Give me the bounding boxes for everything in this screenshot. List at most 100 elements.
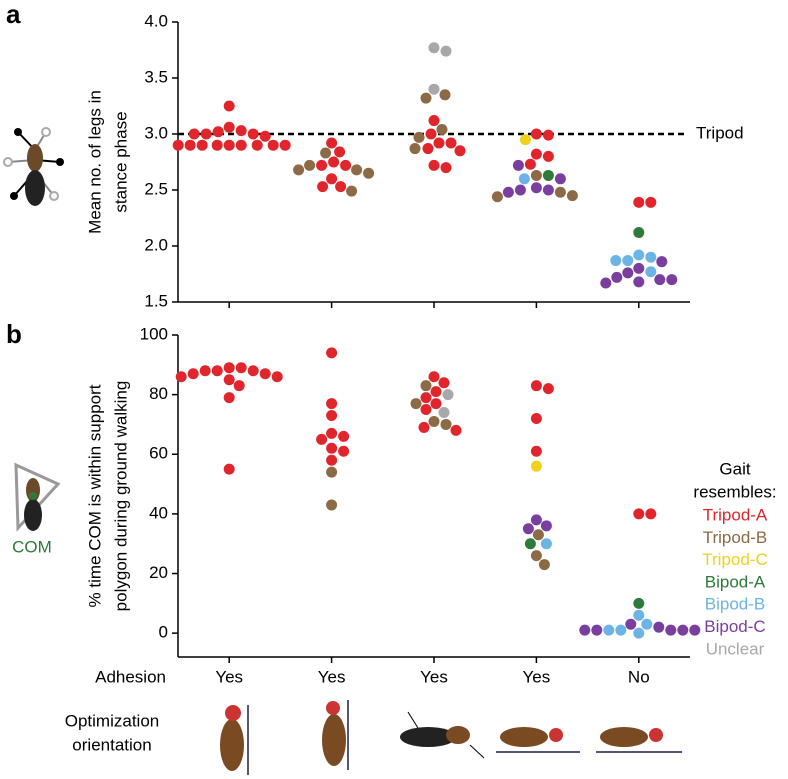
data-point <box>440 418 452 430</box>
data-point <box>530 169 542 181</box>
data-point <box>615 624 627 636</box>
data-point <box>200 128 212 140</box>
data-point <box>420 404 432 416</box>
data-point <box>530 460 542 472</box>
data-point <box>428 159 440 171</box>
data-point <box>439 89 451 101</box>
data-point <box>267 139 279 151</box>
data-point <box>223 121 235 133</box>
data-point <box>645 266 657 278</box>
data-point <box>633 609 645 621</box>
data-point <box>422 143 434 155</box>
data-point <box>519 134 531 146</box>
y-tick-label: 3.0 <box>144 123 168 142</box>
data-point <box>187 368 199 380</box>
data-point <box>641 618 653 630</box>
data-point <box>532 529 544 541</box>
x-tick-label: No <box>628 667 650 686</box>
y-tick-label: 1.5 <box>144 291 168 310</box>
data-point <box>420 380 432 392</box>
data-point <box>656 256 668 268</box>
data-point <box>436 124 448 136</box>
data-point <box>625 618 637 630</box>
data-point <box>677 624 689 636</box>
data-point <box>316 433 328 445</box>
data-point <box>530 412 542 424</box>
fly-icon <box>3 127 64 206</box>
data-point <box>199 365 211 377</box>
reference-label: Tripod <box>696 123 744 142</box>
y-axis-label: polygon during ground walking <box>111 381 130 612</box>
y-tick-label: 2.5 <box>144 179 168 198</box>
data-point <box>622 267 634 279</box>
data-point <box>442 389 454 401</box>
y-axis-label: stance phase <box>111 111 130 212</box>
data-point <box>540 538 552 550</box>
data-point <box>326 466 338 478</box>
data-point <box>235 362 247 374</box>
data-point <box>340 159 352 171</box>
data-point <box>320 147 332 159</box>
data-point <box>235 139 247 151</box>
data-point <box>530 514 542 526</box>
data-point <box>420 392 432 404</box>
data-point <box>665 624 677 636</box>
y-tick-label: 20 <box>149 563 168 582</box>
data-point <box>409 143 421 155</box>
data-point <box>326 442 338 454</box>
data-point <box>542 184 554 196</box>
data-point <box>540 520 552 532</box>
data-point <box>542 129 554 141</box>
data-point <box>438 377 450 389</box>
data-point <box>622 255 634 267</box>
data-point <box>428 371 440 383</box>
data-point <box>633 597 645 609</box>
data-point <box>338 445 350 457</box>
data-point <box>600 277 612 289</box>
data-point <box>430 398 442 410</box>
data-point <box>524 538 536 550</box>
data-point <box>591 624 603 636</box>
data-point <box>512 159 524 171</box>
com-label: COM <box>12 537 52 556</box>
data-point <box>542 383 554 395</box>
data-point <box>542 169 554 181</box>
data-point <box>328 156 340 168</box>
data-point <box>428 83 440 95</box>
data-point <box>530 182 542 194</box>
row-label: orientation <box>72 735 151 754</box>
data-point <box>554 173 566 185</box>
y-tick-label: 60 <box>149 444 168 463</box>
y-tick-label: 2.0 <box>144 235 168 254</box>
data-point <box>428 115 440 127</box>
data-point <box>633 249 645 261</box>
data-point <box>326 410 338 421</box>
data-point <box>223 362 235 374</box>
data-point <box>247 128 259 140</box>
data-point <box>279 139 291 151</box>
data-point <box>666 274 678 286</box>
data-point <box>420 92 432 104</box>
data-point <box>518 173 530 185</box>
data-point <box>689 624 701 636</box>
data-point <box>338 430 350 442</box>
data-point <box>566 190 578 202</box>
data-point <box>538 559 550 571</box>
panel-label: a <box>6 0 21 29</box>
data-point <box>293 164 305 176</box>
data-point <box>235 125 247 137</box>
legend-entry: Tripod-A <box>703 505 768 524</box>
data-point <box>223 139 235 151</box>
legend-entry: Bipod-A <box>705 572 766 591</box>
y-tick-label: 3.5 <box>144 67 168 86</box>
data-point <box>410 398 422 410</box>
data-point <box>654 274 666 286</box>
data-point <box>247 365 259 377</box>
data-point <box>502 186 514 198</box>
data-point <box>491 191 503 203</box>
row-label: Optimization <box>65 711 159 730</box>
data-point <box>554 186 566 198</box>
data-point <box>433 137 445 149</box>
data-point <box>223 392 235 404</box>
